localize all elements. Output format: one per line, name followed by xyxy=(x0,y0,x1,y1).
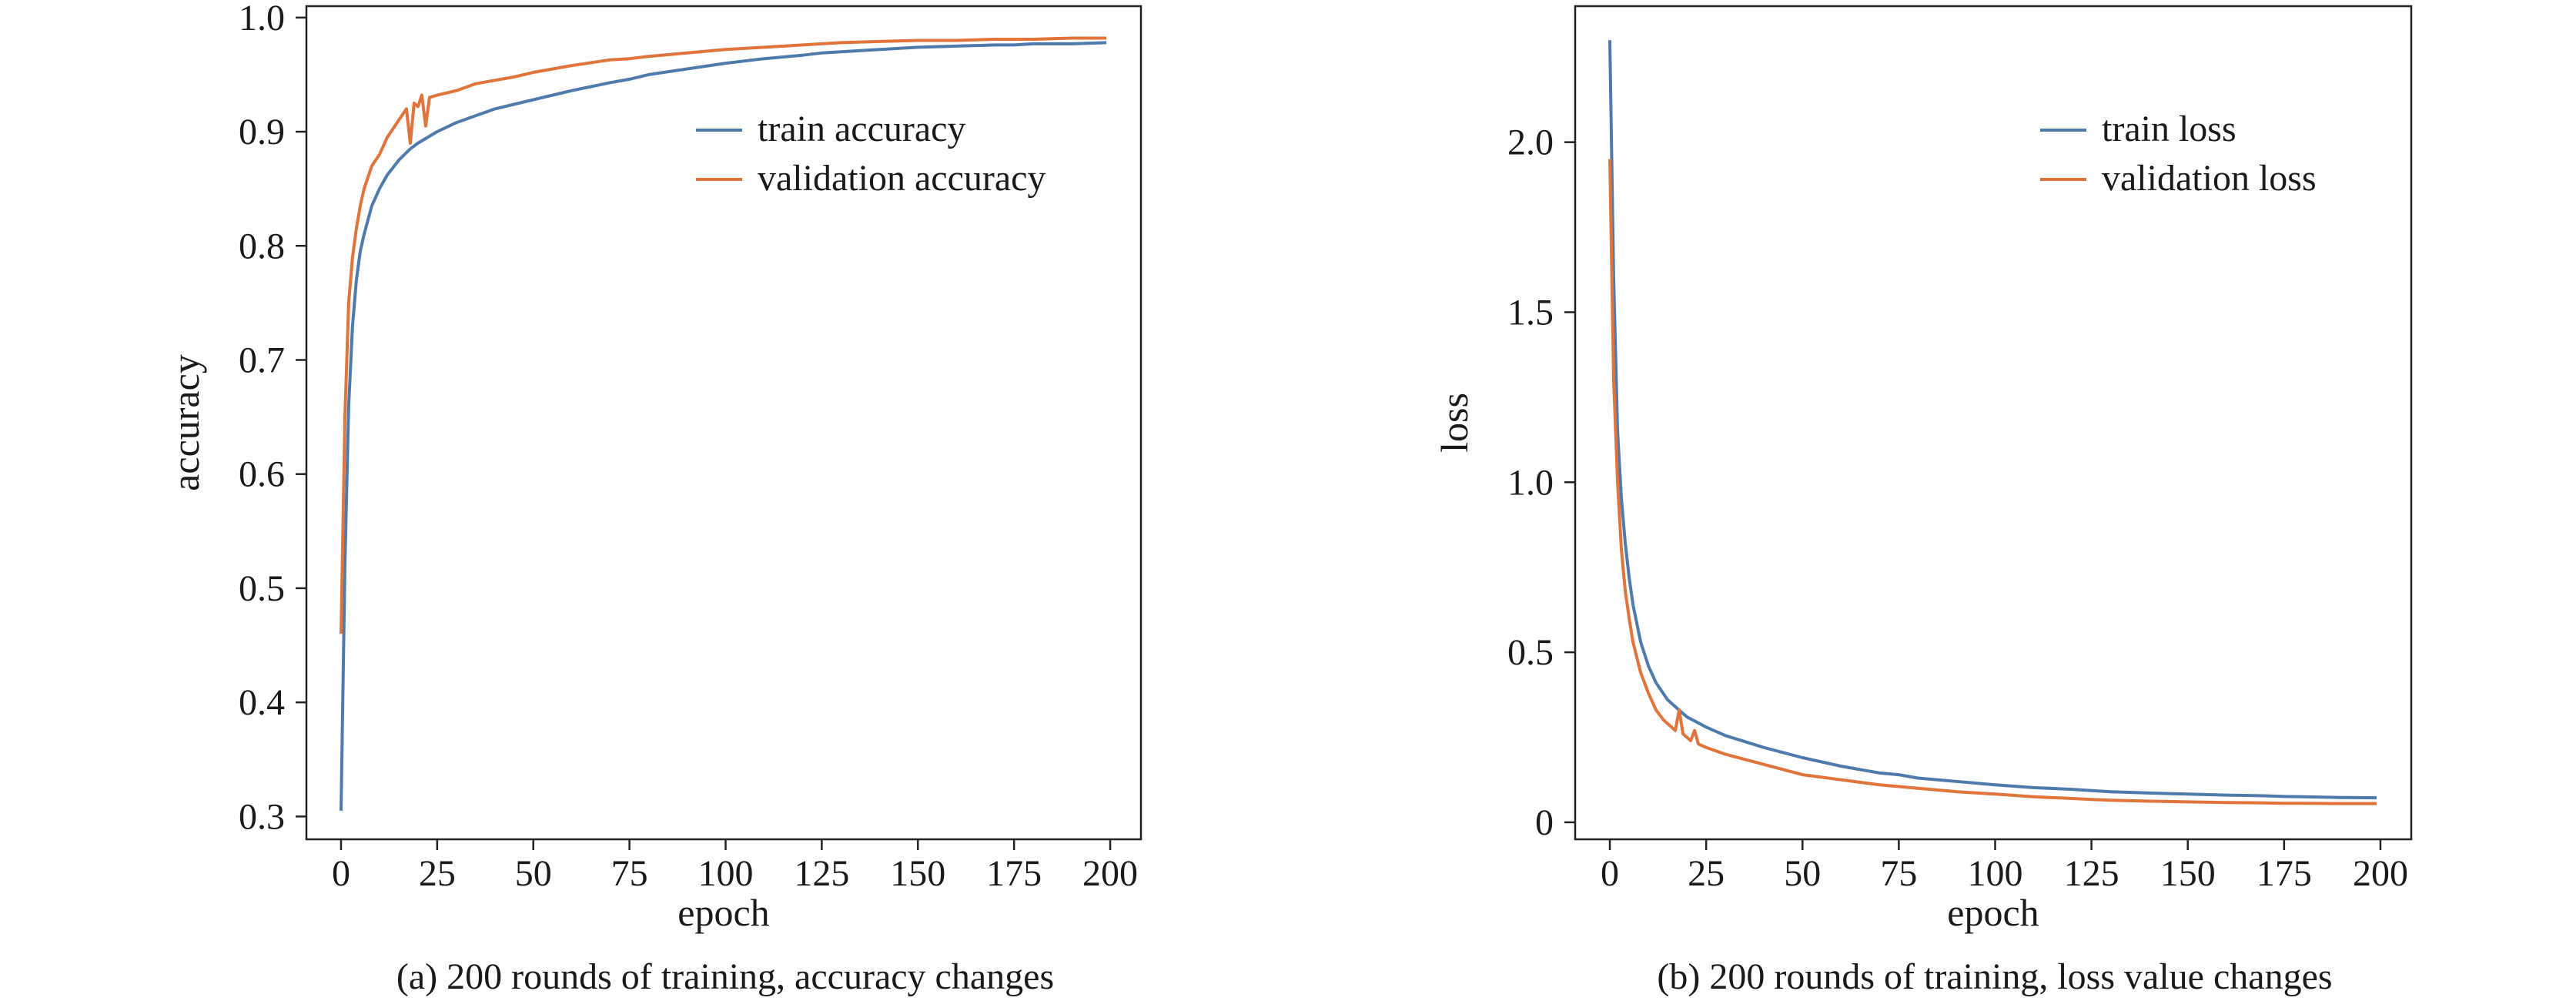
accuracy-series-layer xyxy=(340,36,1107,811)
accuracy-x-tick-label: 100 xyxy=(698,853,753,894)
loss-y-tick-label: 1.0 xyxy=(1507,462,1554,503)
accuracy-y-tick-label: 0.3 xyxy=(239,796,285,837)
legend-label-validation-loss: validation loss xyxy=(2102,158,2317,199)
accuracy-plot-frame xyxy=(305,5,1142,841)
accuracy-panel: 0 25 50 75 100 125 150 175 200 0.3 0.4 0.5 0.6 0.7 0.8… xyxy=(164,0,1142,997)
loss-x-tick-label: 0 xyxy=(1601,853,1619,894)
accuracy-y-tick-label: 0.8 xyxy=(239,226,285,266)
loss-x-tick-label: 175 xyxy=(2257,853,2312,894)
series-line-train-accuracy xyxy=(340,41,1107,811)
accuracy-ticks-layer: 0 25 50 75 100 125 150 175 200 0.3 0.4 0.5 0.6 0.7 0.8… xyxy=(239,0,1138,894)
accuracy-x-tick-label: 0 xyxy=(332,853,350,894)
accuracy-panel-caption: (a) 200 rounds of training, accuracy cha… xyxy=(396,956,1054,997)
loss-plot-frame xyxy=(1574,5,2413,841)
accuracy-x-axis-label: epoch xyxy=(677,891,769,934)
loss-x-tick-label: 25 xyxy=(1688,853,1725,894)
accuracy-x-tick-label: 25 xyxy=(419,853,456,894)
loss-x-tick-label: 100 xyxy=(1968,853,2023,894)
legend-label-validation-accuracy: validation accuracy xyxy=(758,158,1045,199)
accuracy-y-tick-label: 0.9 xyxy=(239,112,285,152)
accuracy-x-tick-label: 75 xyxy=(611,853,648,894)
loss-y-tick-label: 0 xyxy=(1535,802,1554,843)
series-line-validation-loss xyxy=(1608,159,2377,805)
loss-x-tick-label: 50 xyxy=(1784,853,1821,894)
accuracy-x-tick-label: 50 xyxy=(515,853,552,894)
accuracy-x-tick-label: 125 xyxy=(794,853,849,894)
loss-x-tick-label: 150 xyxy=(2160,853,2216,894)
loss-panel-caption: (b) 200 rounds of training, loss value c… xyxy=(1657,956,2332,997)
legend-label-train-accuracy: train accuracy xyxy=(758,109,965,149)
accuracy-x-tick-label: 150 xyxy=(890,853,945,894)
loss-legend: train loss validation loss xyxy=(2040,109,2317,199)
loss-y-tick-label: 0.5 xyxy=(1507,632,1554,673)
series-line-train-loss xyxy=(1608,40,2377,800)
accuracy-y-tick-label: 0.4 xyxy=(239,682,285,723)
loss-x-axis-label: epoch xyxy=(1947,891,2039,934)
legend-label-train-loss: train loss xyxy=(2102,109,2236,149)
accuracy-y-tick-label: 0.5 xyxy=(239,568,285,609)
accuracy-y-axis-label: accuracy xyxy=(164,354,207,491)
loss-ticks-layer: 0 25 50 75 100 125 150 175 200 0 0.5 1.0 1.5 2.0 xyxy=(1507,122,2408,894)
accuracy-x-tick-label: 175 xyxy=(986,853,1042,894)
accuracy-y-tick-label: 0.6 xyxy=(239,454,285,495)
accuracy-y-tick-label: 0.7 xyxy=(239,340,285,380)
loss-y-tick-label: 2.0 xyxy=(1507,122,1554,163)
loss-x-tick-label: 125 xyxy=(2064,853,2119,894)
accuracy-x-tick-label: 200 xyxy=(1082,853,1138,894)
loss-y-axis-label: loss xyxy=(1433,393,1476,453)
accuracy-y-tick-label: 1.0 xyxy=(239,0,285,38)
loss-x-tick-label: 200 xyxy=(2353,853,2408,894)
loss-y-tick-label: 1.5 xyxy=(1507,292,1554,333)
loss-panel: 0 25 50 75 100 125 150 175 200 0 0.5 1.0 1.5 2.0 epoc… xyxy=(1433,5,2413,997)
accuracy-legend: train accuracy validation accuracy xyxy=(696,109,1045,199)
loss-series-layer xyxy=(1608,40,2377,805)
series-line-validation-accuracy xyxy=(340,36,1106,634)
loss-x-tick-label: 75 xyxy=(1880,853,1917,894)
